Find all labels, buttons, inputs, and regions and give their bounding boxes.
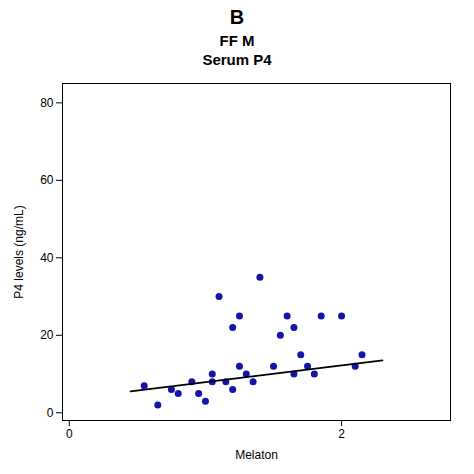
svg-text:80: 80 [40, 96, 54, 110]
svg-text:20: 20 [40, 328, 54, 342]
html-text:B: B [229, 6, 245, 28]
svg-text:Melaton: Melaton [235, 448, 278, 462]
svg-text:P4 levels (ng/mL): P4 levels (ng/mL) [12, 205, 26, 298]
svg-text:60: 60 [40, 173, 54, 187]
svg-text:0: 0 [66, 427, 73, 441]
svg-text:40: 40 [40, 251, 54, 265]
html-text:FF M: FF M [219, 32, 255, 49]
svg-text:0: 0 [47, 406, 54, 420]
svg-text:2: 2 [338, 427, 345, 441]
html-text:Serum P4: Serum P4 [202, 51, 272, 68]
